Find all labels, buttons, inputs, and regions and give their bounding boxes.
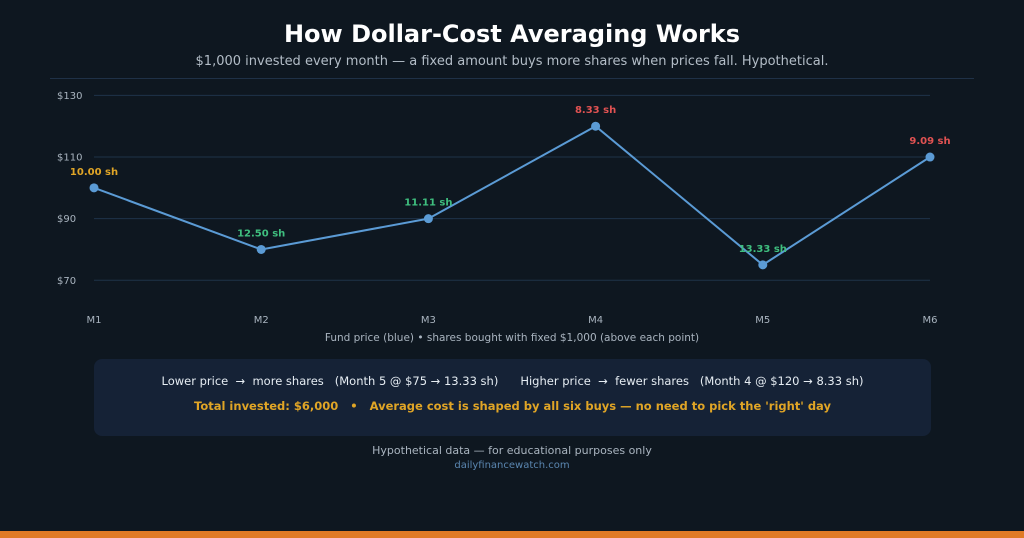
line-chart: $70 $90 $110 $130 M1 M2 M3 M4 M5 M6 10.00 sh 12.50 … <box>57 91 951 326</box>
info-comparison-row: Lower price → more shares (Month 5 @ $75… <box>94 374 931 388</box>
source-link[interactable]: dailyfinancewatch.com <box>454 460 570 471</box>
info-summary: Total invested: $6,000 • Average cost is… <box>194 399 831 413</box>
x-tick-label: M5 <box>755 315 770 326</box>
chart-caption: Fund price (blue) • shares bought with f… <box>324 332 700 344</box>
y-tick-label: $110 <box>57 153 82 164</box>
y-tick-label: $130 <box>57 91 82 102</box>
info-box: Lower price → more shares (Month 5 @ $75… <box>94 359 931 436</box>
data-point <box>423 214 433 224</box>
footer-note: Hypothetical data — for educational purp… <box>372 444 652 457</box>
x-tick-label: M2 <box>254 315 269 326</box>
x-tick-label: M6 <box>923 315 938 326</box>
data-point <box>925 152 935 162</box>
shares-label: 12.50 sh <box>237 228 285 239</box>
higher-price-note: Higher price → fewer shares (Month 4 @ $… <box>520 374 864 388</box>
shares-label: 9.09 sh <box>909 136 950 147</box>
data-point <box>758 260 768 270</box>
accent-bar <box>0 531 1024 538</box>
price-line <box>93 125 931 266</box>
chart-subtitle: $1,000 invested every month — a fixed am… <box>195 54 829 69</box>
shares-label: 8.33 sh <box>575 105 616 116</box>
x-tick-label: M3 <box>421 315 436 326</box>
x-tick-label: M1 <box>87 315 102 326</box>
y-tick-label: $90 <box>57 214 76 225</box>
shares-label: 10.00 sh <box>70 167 118 178</box>
lower-price-note: Lower price → more shares (Month 5 @ $75… <box>161 374 499 388</box>
header-divider <box>50 78 974 79</box>
data-point <box>591 121 601 131</box>
data-point <box>89 183 99 193</box>
y-tick-label: $70 <box>57 276 76 287</box>
chart-title: How Dollar-Cost Averaging Works <box>283 20 741 48</box>
shares-label: 13.33 sh <box>739 244 787 255</box>
data-point <box>256 244 266 254</box>
shares-label: 11.11 sh <box>404 198 452 209</box>
x-tick-label: M4 <box>588 315 603 326</box>
